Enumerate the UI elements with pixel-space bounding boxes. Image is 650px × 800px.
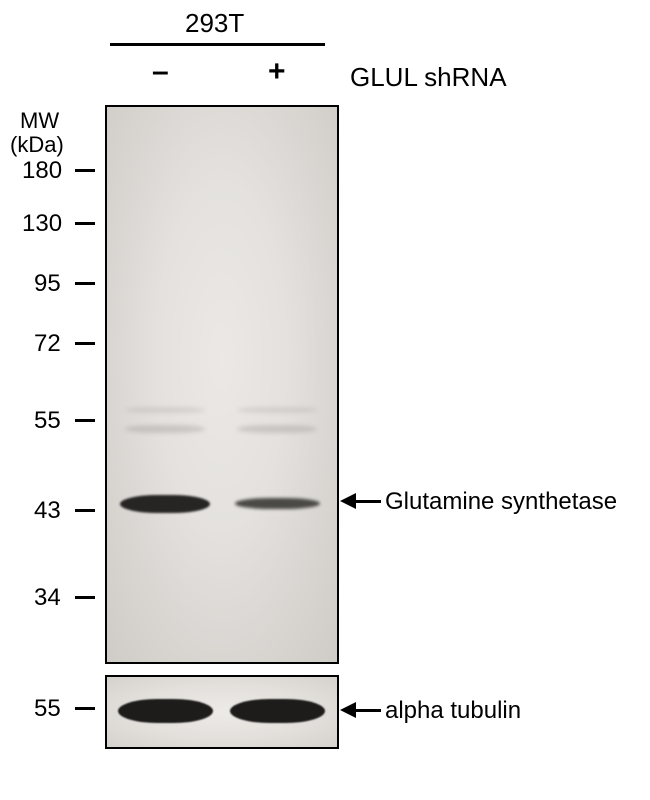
mw-marker-value: 130 bbox=[22, 210, 62, 238]
cell-line-bar bbox=[110, 43, 325, 46]
mw-tick bbox=[75, 509, 95, 512]
faint-band bbox=[125, 425, 205, 433]
mw-tick bbox=[75, 169, 95, 172]
target-annotation: Glutamine synthetase bbox=[385, 488, 617, 516]
loading-blot bbox=[105, 675, 339, 749]
mw-marker-value: 34 bbox=[34, 584, 61, 612]
mw-tick bbox=[75, 282, 95, 285]
target-band-lane1 bbox=[120, 495, 210, 513]
loading-band-lane2 bbox=[230, 699, 325, 723]
mw-header-line2: (kDa) bbox=[10, 132, 64, 158]
mw-marker-value: 43 bbox=[34, 497, 61, 525]
mw-marker-value: 55 bbox=[34, 407, 61, 435]
target-band-lane2 bbox=[235, 498, 320, 509]
cell-line-label: 293T bbox=[185, 8, 244, 39]
arrow-head-icon bbox=[340, 702, 356, 718]
arrow-head-icon bbox=[340, 493, 356, 509]
mw-marker-value: 95 bbox=[34, 270, 61, 298]
main-blot bbox=[105, 105, 339, 664]
arrow-line bbox=[356, 500, 381, 503]
main-blot-background bbox=[107, 107, 337, 662]
loading-mw-value: 55 bbox=[34, 695, 61, 723]
faint-band bbox=[237, 407, 317, 413]
lane-minus-label: – bbox=[152, 55, 169, 89]
loading-annotation: alpha tubulin bbox=[385, 697, 521, 725]
faint-band bbox=[237, 425, 317, 433]
treatment-label: GLUL shRNA bbox=[350, 62, 507, 93]
mw-marker-value: 180 bbox=[22, 157, 62, 185]
western-blot-figure: 293T – + GLUL shRNA MW (kDa) 180 130 95 … bbox=[0, 0, 650, 800]
mw-tick bbox=[75, 419, 95, 422]
arrow-line bbox=[356, 709, 381, 712]
mw-marker-value: 72 bbox=[34, 330, 61, 358]
mw-tick bbox=[75, 342, 95, 345]
loading-band-lane1 bbox=[118, 699, 213, 723]
faint-band bbox=[125, 407, 205, 413]
mw-tick bbox=[75, 222, 95, 225]
mw-header-line1: MW bbox=[20, 108, 59, 134]
mw-tick bbox=[75, 596, 95, 599]
lane-plus-label: + bbox=[268, 55, 286, 89]
mw-tick bbox=[75, 707, 95, 710]
